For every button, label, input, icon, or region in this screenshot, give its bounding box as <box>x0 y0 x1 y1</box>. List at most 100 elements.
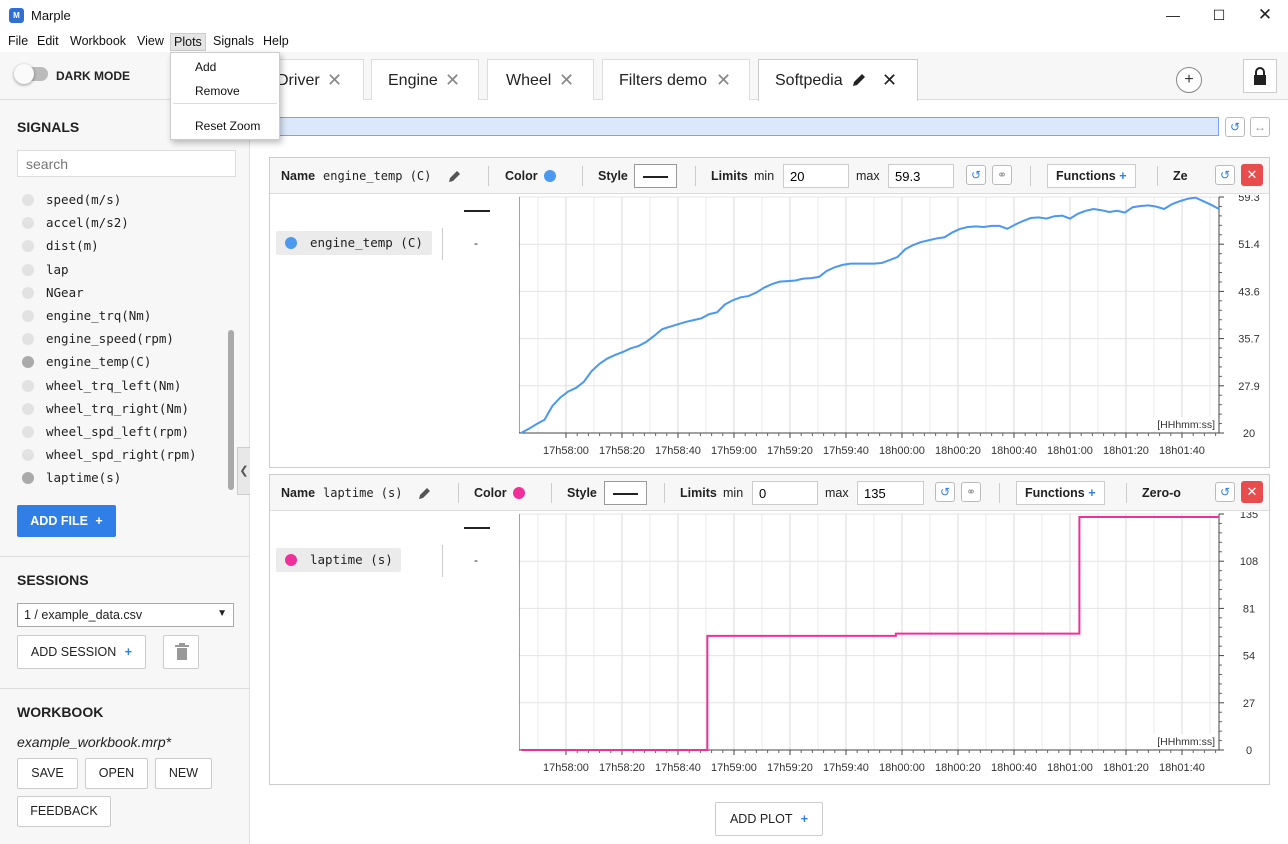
signal-item[interactable]: speed(m/s) <box>17 190 222 210</box>
signal-item[interactable]: engine_speed(rpm) <box>17 329 222 349</box>
max-limit-input[interactable] <box>857 481 924 505</box>
open-button[interactable]: OPEN <box>85 758 148 789</box>
edit-name-pencil-icon[interactable] <box>448 169 462 186</box>
menu-help[interactable]: Help <box>263 34 289 48</box>
menu-edit[interactable]: Edit <box>37 34 59 48</box>
divider <box>582 166 583 186</box>
add-tab-button[interactable]: + <box>1176 67 1202 93</box>
maximize-icon[interactable]: ☐ <box>1212 7 1226 23</box>
min-limit-input[interactable] <box>752 481 818 505</box>
y-tick-label: 27 <box>1243 698 1255 710</box>
zero-offset-label: Ze <box>1173 169 1188 183</box>
tab-wheel[interactable]: Wheel ✕ <box>487 59 594 100</box>
menu-item-reset-zoom[interactable]: Reset Zoom <box>195 119 261 133</box>
dark-mode-toggle[interactable] <box>14 64 48 84</box>
menu-view[interactable]: View <box>137 34 164 48</box>
divider <box>0 688 250 689</box>
max-limit-input[interactable] <box>888 164 954 188</box>
add-file-button[interactable]: ADD FILE + <box>17 505 116 537</box>
legend-entry[interactable]: engine_temp (C) <box>276 231 432 255</box>
engine-temp-chart[interactable]: 59.3 51.4 43.6 35.7 27.9 20 17h58:00 17h58:20 17… <box>519 195 1269 467</box>
signal-item[interactable]: lap <box>17 260 222 280</box>
signal-item[interactable]: wheel_spd_right(rpm) <box>17 445 222 465</box>
x-tick-label: 18h00:00 <box>879 762 925 774</box>
reset-limits-button[interactable]: ↺ <box>966 165 986 185</box>
signal-item[interactable]: engine_trq(Nm) <box>17 306 222 326</box>
signal-item[interactable]: laptime(s) <box>17 468 222 488</box>
signal-item[interactable]: wheel_spd_left(rpm) <box>17 422 222 442</box>
menu-workbook[interactable]: Workbook <box>70 34 127 48</box>
plot-panel-1: Name engine_temp (C) Color Style Limits … <box>269 157 1270 468</box>
save-button[interactable]: SAVE <box>17 758 78 789</box>
menu-signals[interactable]: Signals <box>213 34 254 48</box>
x-tick-label: 17h59:40 <box>823 445 869 457</box>
feedback-button[interactable]: FEEDBACK <box>17 796 111 827</box>
tab-softpedia[interactable]: Softpedia ✕ <box>758 59 918 101</box>
min-limit-input[interactable] <box>783 164 849 188</box>
functions-button[interactable]: Functions + <box>1047 164 1136 188</box>
collapse-sidebar-chevron-icon[interactable]: ❮ <box>237 447 250 495</box>
color-swatch[interactable] <box>544 170 556 182</box>
add-plot-button[interactable]: ADD PLOT + <box>715 802 823 836</box>
menu-item-add[interactable]: Add <box>195 60 217 74</box>
menu-file[interactable]: File <box>8 34 29 48</box>
close-tab-icon[interactable]: ✕ <box>327 70 343 90</box>
x-tick-label: 18h01:40 <box>1159 445 1205 457</box>
y-tick-label: 0 <box>1246 745 1252 757</box>
divider <box>695 166 696 186</box>
menu-plots[interactable]: Plots <box>170 33 206 51</box>
x-tick-label: 17h59:00 <box>711 445 757 457</box>
close-tab-icon[interactable]: ✕ <box>716 70 732 90</box>
color-swatch[interactable] <box>513 487 525 499</box>
reset-limits-button[interactable]: ↺ <box>935 482 955 502</box>
signal-search-input[interactable] <box>17 150 236 177</box>
signal-status-dot <box>22 356 34 369</box>
min-label: min <box>754 169 775 183</box>
y-tick-label: 35.7 <box>1238 334 1259 346</box>
x-tick-label: 17h59:20 <box>767 445 813 457</box>
edit-name-pencil-icon[interactable] <box>418 486 432 503</box>
x-tick-label: 17h58:40 <box>655 445 701 457</box>
signal-item[interactable]: NGear <box>17 283 222 303</box>
close-tab-icon[interactable]: ✕ <box>559 70 575 90</box>
legend-entry[interactable]: laptime (s) <box>276 548 401 572</box>
signal-item[interactable]: wheel_trq_left(Nm) <box>17 376 222 396</box>
expand-range-icon[interactable]: ↔ <box>1250 117 1270 137</box>
close-tab-icon[interactable]: ✕ <box>445 70 461 90</box>
divider <box>442 545 443 577</box>
tab-filters-demo[interactable]: Filters demo ✕ <box>602 59 750 100</box>
tab-engine[interactable]: Engine ✕ <box>371 59 479 100</box>
add-session-button[interactable]: ADD SESSION + <box>17 635 146 669</box>
signal-item[interactable]: accel(m/s2) <box>17 213 222 233</box>
line-style-select[interactable] <box>604 481 647 505</box>
line-style-select[interactable] <box>634 164 677 188</box>
reset-plot-button[interactable]: ↺ <box>1215 165 1235 185</box>
session-select[interactable]: 1 / example_data.csv ▼ <box>17 603 234 627</box>
close-tab-icon[interactable]: ✕ <box>882 70 898 90</box>
signal-status-dot <box>22 426 34 438</box>
signal-list-scrollbar[interactable] <box>228 330 234 490</box>
divider <box>999 483 1000 503</box>
link-limits-icon[interactable]: ⚭ <box>992 165 1012 185</box>
laptime-chart[interactable]: 135 108 81 54 27 0 17h58:00 17h58:20 17h58:40 17h… <box>519 512 1269 784</box>
close-window-icon[interactable]: ✕ <box>1257 5 1273 24</box>
x-tick-label: 18h00:40 <box>991 762 1037 774</box>
menu-item-remove[interactable]: Remove <box>195 84 240 98</box>
link-limits-icon[interactable]: ⚭ <box>961 482 981 502</box>
signal-item[interactable]: dist(m) <box>17 236 222 256</box>
delete-plot-button[interactable]: ✕ <box>1241 164 1263 186</box>
reset-plot-button[interactable]: ↺ <box>1215 482 1235 502</box>
delete-session-button[interactable] <box>163 635 199 669</box>
signal-item[interactable]: engine_temp(C) <box>17 352 222 372</box>
functions-button[interactable]: Functions + <box>1016 481 1105 505</box>
reset-range-button[interactable]: ↺ <box>1225 117 1245 137</box>
lock-button[interactable] <box>1243 59 1277 93</box>
time-range-bar[interactable] <box>270 117 1219 136</box>
minimize-icon[interactable]: — <box>1166 7 1180 23</box>
signal-item[interactable]: wheel_trq_right(Nm) <box>17 399 222 419</box>
new-button[interactable]: NEW <box>155 758 212 789</box>
signal-status-dot <box>22 263 34 276</box>
signal-status-dot <box>22 310 34 322</box>
delete-plot-button[interactable]: ✕ <box>1241 481 1263 503</box>
edit-pencil-icon[interactable] <box>851 72 867 93</box>
